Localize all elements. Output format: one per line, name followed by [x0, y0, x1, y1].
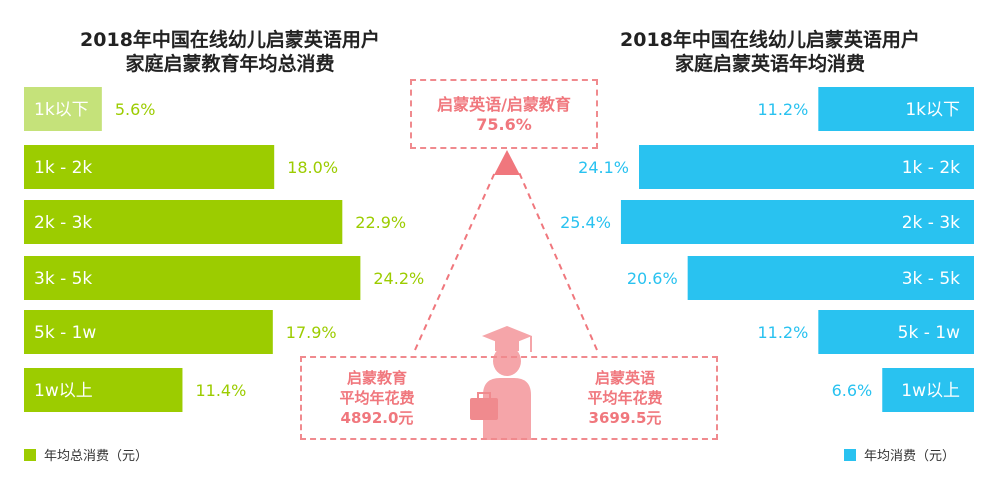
eng-spend-block: 启蒙英语 平均年花费 3699.5元: [565, 368, 685, 428]
left-bar-5: [24, 368, 183, 412]
right-category-label-3: 3k - 5k: [902, 269, 960, 289]
right-title-line1: 2018年中国在线幼儿启蒙英语用户: [620, 29, 920, 51]
right-value-label-1: 24.1%: [578, 158, 629, 177]
left-bar-3: [24, 256, 361, 300]
left-bar-1: [24, 145, 275, 189]
eng-value: 3699.5元: [588, 409, 662, 427]
left-title-line1: 2018年中国在线幼儿启蒙英语用户: [80, 29, 380, 51]
right-legend-label: 年均消费（元）: [864, 449, 956, 464]
right-value-label-3: 20.6%: [627, 269, 678, 288]
left-bar-2: [24, 200, 343, 244]
left-value-label-3: 24.2%: [373, 269, 424, 288]
ratio-label: 启蒙英语/启蒙教育: [437, 95, 571, 114]
left-category-label-1: 1k - 2k: [34, 158, 92, 178]
dashed-arrows: [414, 150, 598, 351]
right-bar-chart: 1k以下 11.2% 1k - 2k 24.1% 2k - 3k 25.4% 3k - 5k…: [560, 87, 974, 412]
right-category-label-4: 5k - 1w: [898, 323, 960, 343]
left-value-label-0: 5.6%: [115, 100, 156, 119]
eng-line2: 平均年花费: [587, 389, 663, 407]
left-arrow-line: [414, 169, 497, 351]
left-value-label-4: 17.9%: [286, 323, 337, 342]
left-bar-4: [24, 310, 273, 354]
edu-value: 4892.0元: [340, 409, 414, 427]
left-legend-label: 年均总消费（元）: [44, 449, 149, 464]
left-legend: 年均总消费（元）: [24, 445, 148, 464]
right-category-label-2: 2k - 3k: [902, 213, 960, 233]
left-legend-swatch: [24, 448, 36, 461]
left-bar-chart: 1k以下 5.6% 1k - 2k 18.0% 2k - 3k 22.9% 3k - 5k 2…: [24, 87, 424, 412]
left-title-line2: 家庭启蒙教育年均总消费: [125, 53, 335, 75]
right-value-label-0: 11.2%: [757, 100, 808, 119]
left-chart-title: 2018年中国在线幼儿启蒙英语用户 家庭启蒙教育年均总消费: [40, 28, 420, 76]
left-category-label-5: 1w以上: [34, 381, 93, 401]
right-bar-4: [818, 310, 974, 354]
left-category-label-3: 3k - 5k: [34, 269, 92, 289]
eng-line1: 启蒙英语: [594, 369, 655, 387]
average-spend-box: 启蒙教育 平均年花费 4892.0元 启蒙英语 平均年花费 3699.5元: [300, 356, 718, 440]
right-bar-1: [639, 145, 974, 189]
ratio-box: 启蒙英语/启蒙教育 75.6%: [410, 79, 598, 149]
right-category-label-1: 1k - 2k: [902, 158, 960, 178]
right-legend-swatch: [844, 448, 856, 461]
ratio-value: 75.6%: [476, 115, 532, 134]
left-category-label-2: 2k - 3k: [34, 213, 92, 233]
student-figure-icon: [470, 326, 532, 440]
right-value-label-2: 25.4%: [560, 213, 611, 232]
right-bar-3: [687, 256, 974, 300]
right-category-label-0: 1k以下: [905, 100, 960, 120]
left-value-label-1: 18.0%: [287, 158, 338, 177]
right-arrow-line: [517, 169, 598, 351]
left-category-label-4: 5k - 1w: [34, 323, 96, 343]
right-legend: 年均消费（元）: [844, 445, 955, 464]
right-bar-5: [882, 368, 974, 412]
right-category-label-5: 1w以上: [901, 381, 960, 401]
right-bar-2: [620, 200, 974, 244]
edu-line1: 启蒙教育: [346, 369, 407, 387]
right-bar-0: [818, 87, 974, 131]
right-chart-title: 2018年中国在线幼儿启蒙英语用户 家庭启蒙英语年均消费: [580, 28, 960, 76]
left-value-label-5: 11.4%: [195, 381, 246, 400]
arrow-head-icon: [494, 150, 520, 175]
left-category-label-0: 1k以下: [34, 100, 89, 120]
left-value-label-2: 22.9%: [355, 213, 406, 232]
edu-spend-block: 启蒙教育 平均年花费 4892.0元: [317, 368, 437, 428]
right-title-line2: 家庭启蒙英语年均消费: [674, 53, 865, 75]
edu-line2: 平均年花费: [339, 389, 415, 407]
left-bar-0: [24, 87, 102, 131]
right-value-label-4: 11.2%: [757, 323, 808, 342]
right-value-label-5: 6.6%: [832, 381, 873, 400]
